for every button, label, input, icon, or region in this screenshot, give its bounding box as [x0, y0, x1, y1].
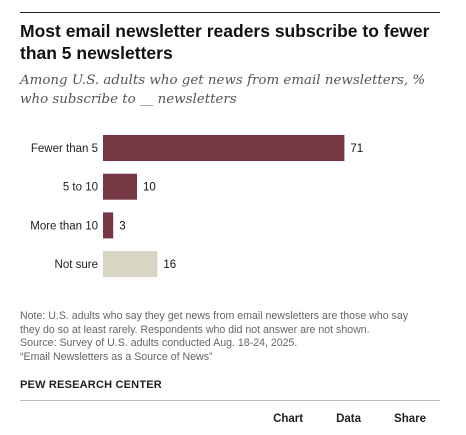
value-label: 71	[350, 143, 363, 155]
source-line: Source: Survey of U.S. adults conducted …	[20, 337, 298, 350]
category-label: Fewer than 5	[31, 143, 98, 155]
category-label: 5 to 10	[63, 182, 98, 194]
chart-title: Most email newsletter readers subscribe …	[20, 21, 430, 63]
chart-notes: Note: U.S. adults who say they get news …	[20, 310, 450, 365]
bar	[103, 135, 345, 161]
tab-share[interactable]: Share	[394, 413, 426, 425]
note-line: Note: U.S. adults who say they get news …	[20, 310, 409, 322]
bar-chart: Fewer than 5 71 5 to 10 10 More than 10 3 Not …	[30, 135, 363, 278]
source-organization: PEW RESEARCH CENTER	[20, 379, 162, 391]
note-line: they do so at least rarely. Respondents …	[20, 323, 370, 336]
chart-subtitle: Among U.S. adults who get news from emai…	[20, 73, 426, 107]
value-label: 3	[119, 220, 125, 232]
chart-tabs: Chart Data Share	[273, 413, 426, 425]
bottom-rule	[20, 400, 440, 401]
bar	[103, 251, 158, 278]
bar	[103, 212, 114, 239]
top-rule	[20, 12, 440, 13]
category-label: More than 10	[30, 220, 98, 232]
value-label: 16	[163, 259, 176, 271]
tab-chart[interactable]: Chart	[273, 413, 304, 425]
bar	[103, 173, 137, 200]
report-title-line: “Email Newsletters as a Source of News”	[20, 351, 213, 364]
category-label: Not sure	[55, 259, 98, 271]
tab-data[interactable]: Data	[336, 413, 362, 425]
value-label: 10	[143, 182, 156, 194]
